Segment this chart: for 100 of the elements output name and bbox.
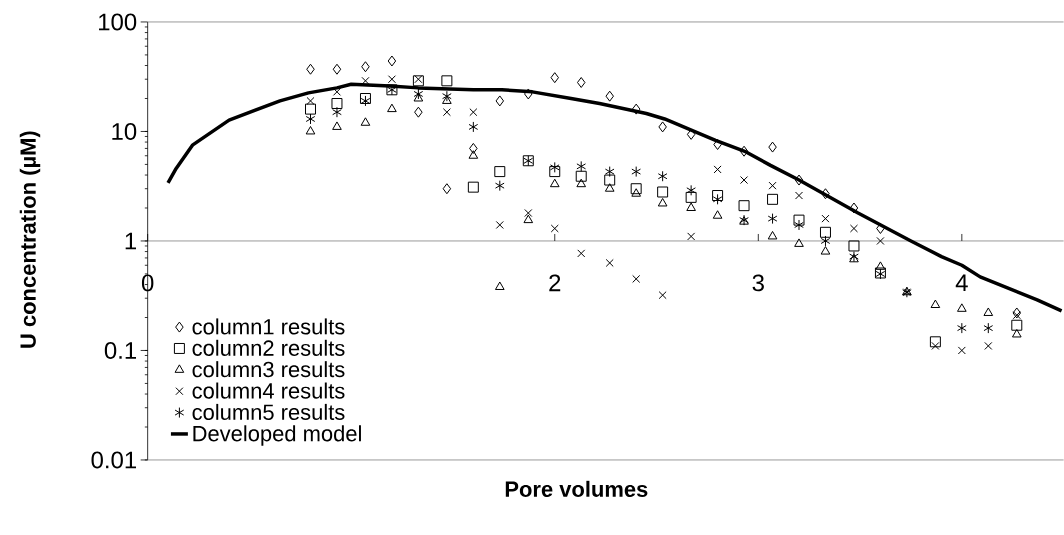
point	[576, 178, 587, 188]
x-tick-label: 2	[549, 274, 561, 292]
point	[605, 259, 614, 268]
point	[957, 322, 967, 334]
point	[768, 141, 777, 153]
point	[441, 75, 453, 87]
point	[740, 176, 749, 185]
point	[876, 223, 885, 235]
point	[442, 183, 452, 195]
point	[630, 183, 642, 195]
y-axis-title: U concentration (µM)	[19, 131, 41, 348]
point	[687, 232, 696, 241]
y-tick-label: 0.01	[91, 451, 136, 469]
point	[957, 346, 966, 355]
x-axis-title: Pore volumes	[505, 480, 648, 498]
point	[413, 88, 424, 100]
point	[631, 166, 641, 178]
point	[469, 143, 478, 155]
point	[495, 95, 505, 107]
point	[984, 342, 993, 351]
point	[604, 166, 615, 178]
point	[604, 183, 615, 192]
point	[549, 178, 560, 188]
point	[524, 209, 533, 218]
point	[576, 160, 587, 172]
point	[1012, 311, 1021, 320]
point	[467, 181, 479, 193]
point	[849, 224, 858, 233]
point	[848, 240, 860, 252]
point	[387, 75, 396, 84]
point	[821, 188, 830, 200]
x-tick-label: 4	[955, 274, 968, 291]
point	[387, 55, 397, 67]
point	[794, 191, 804, 200]
point	[767, 231, 778, 240]
point	[1012, 307, 1022, 319]
point	[767, 213, 778, 225]
point	[631, 188, 641, 197]
point	[686, 202, 696, 212]
point	[523, 214, 534, 224]
point	[794, 174, 804, 186]
point	[468, 121, 479, 133]
point	[983, 322, 994, 334]
point	[604, 174, 616, 186]
point	[576, 77, 586, 89]
point	[1011, 319, 1023, 331]
point	[931, 342, 940, 351]
point	[468, 150, 479, 159]
legend-label: column4 results	[192, 382, 345, 399]
point	[495, 221, 504, 230]
point	[794, 238, 804, 247]
y-tick-label: 10	[112, 123, 137, 141]
point	[849, 202, 859, 214]
point	[549, 161, 560, 173]
y-tick-label: 1	[125, 232, 136, 250]
legend-label: Developed model	[193, 425, 361, 446]
point	[657, 170, 668, 182]
point	[361, 61, 370, 73]
legend-label: column1 results	[192, 318, 345, 335]
point	[414, 106, 423, 118]
point	[332, 121, 342, 131]
point	[821, 214, 830, 223]
point	[957, 303, 967, 312]
point	[686, 184, 696, 196]
point	[494, 166, 506, 178]
point	[577, 249, 586, 258]
y-tick-label: 0.1	[104, 342, 136, 360]
point	[658, 291, 667, 300]
point	[875, 261, 886, 270]
point	[494, 281, 505, 291]
point	[549, 166, 561, 178]
point	[360, 117, 371, 126]
point	[876, 237, 885, 246]
point	[550, 72, 559, 84]
point	[713, 165, 722, 174]
point	[632, 275, 641, 284]
point	[494, 180, 505, 192]
point	[768, 181, 777, 190]
point	[332, 63, 342, 75]
point	[550, 224, 559, 233]
point	[930, 299, 941, 309]
point	[1011, 329, 1022, 338]
point	[739, 145, 749, 157]
y-tick-label: 100	[99, 13, 137, 31]
point	[712, 210, 723, 219]
point	[575, 170, 587, 182]
point	[738, 200, 750, 212]
point	[332, 87, 341, 96]
point	[361, 76, 370, 85]
point	[442, 108, 451, 117]
point	[929, 336, 941, 348]
point	[685, 191, 697, 203]
point	[658, 121, 667, 133]
point	[306, 63, 315, 75]
x-tick-label: 3	[752, 274, 764, 292]
point	[605, 90, 614, 102]
point	[306, 97, 315, 106]
legend-label: column5 results	[192, 403, 345, 421]
point	[442, 90, 452, 102]
point	[767, 193, 779, 205]
